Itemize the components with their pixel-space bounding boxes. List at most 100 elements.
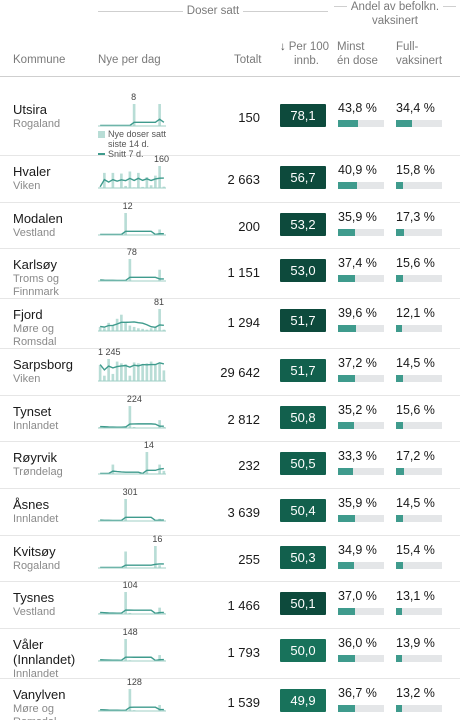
table-row[interactable]: Modalen Vestland 12 200 53,2 35,9 % 17,3 % <box>0 201 460 250</box>
fully-vaccinated-bar-fill <box>396 704 403 712</box>
fully-vaccinated-percent: 17,2 % <box>396 449 435 464</box>
sparkline-bar <box>124 551 127 568</box>
minst-one-dose-bar-fill <box>338 120 359 127</box>
column-header-total[interactable]: Totalt <box>234 54 262 66</box>
sparkline-bar <box>128 405 132 428</box>
sparkline-peak-label: 104 <box>122 580 138 591</box>
fully-vaccinated-bar-fill <box>396 468 404 476</box>
total-doses: 1 294 <box>227 315 260 331</box>
total-doses: 255 <box>238 551 260 567</box>
fully-vaccinated-bar-fill <box>396 654 403 662</box>
table-row[interactable]: Tysnes Vestland 104 1 466 50,1 37,0 % 13,1 % <box>0 580 460 629</box>
per100-badge: 50,5 <box>280 452 326 476</box>
minst-one-dose-bar <box>338 275 384 283</box>
per100-badge: 56,7 <box>280 166 326 189</box>
minst-one-dose-bar-fill <box>338 608 356 616</box>
sparkline-average-line <box>100 422 164 428</box>
doses-sparkline <box>98 166 166 189</box>
county-name: Innlandet <box>13 667 59 680</box>
sparkline-bar <box>149 361 153 382</box>
sparkline-average-line <box>100 321 164 329</box>
table-row[interactable]: Sarpsborg Viken 1 245 29 642 51,7 37,2 % 14,5 … <box>0 347 460 396</box>
doses-sparkline <box>98 259 166 282</box>
sparkline-bar <box>103 375 106 382</box>
sparkline-bar <box>145 363 149 382</box>
sparkline-bar <box>158 419 161 428</box>
minst-one-dose-bar <box>338 325 384 333</box>
column-header-minst[interactable]: Minst én dose <box>337 40 378 68</box>
table-row[interactable]: Våler (Innlandet) Innlandet 148 1 793 50,0 36… <box>0 627 460 680</box>
table-row[interactable]: Hvaler Viken 160 2 663 56,7 40,9 % 15,8 % <box>0 154 460 203</box>
minst-one-dose-percent: 37,2 % <box>338 356 377 371</box>
sparkline-bar <box>162 613 166 615</box>
doses-sparkline <box>98 309 166 332</box>
minst-one-dose-bar <box>338 182 384 189</box>
sparkline-bar <box>111 374 115 382</box>
table-row[interactable]: Karlsøy Troms og Finnmark 78 1 151 53,0 37,4 … <box>0 247 460 300</box>
fully-vaccinated-percent: 14,5 % <box>396 495 435 510</box>
sparkline-average-line <box>100 468 164 475</box>
sparkline-bar <box>158 104 161 126</box>
sparkline-average-line <box>100 276 164 282</box>
doses-sparkline <box>98 638 166 662</box>
total-doses: 2 663 <box>227 172 260 187</box>
sparkline-bar <box>158 654 161 661</box>
group-header-share-label-2: vaksinert <box>367 14 423 28</box>
municipality-name: Hvaler <box>13 164 51 179</box>
municipality-table: Utsira Rogaland 8 150 78,1 43,8 % 34,4 % Nye do… <box>0 92 460 720</box>
legend-bar-swatch <box>98 131 105 138</box>
table-row[interactable]: Fjord Møre og Romsdal 81 1 294 51,7 39,6 % 12,… <box>0 297 460 350</box>
per100-badge: 50,0 <box>280 638 326 662</box>
column-header-minst-label-1: Minst <box>337 41 365 53</box>
table-row[interactable]: Tynset Innlandet 224 2 812 50,8 35,2 % 15,6 % <box>0 394 460 443</box>
sparkline-bar <box>158 166 161 188</box>
municipality-name: Røyrvik <box>13 450 58 466</box>
sparkline-bar <box>158 607 161 615</box>
fully-vaccinated-bar-fill <box>396 561 404 569</box>
minst-one-dose-bar-fill <box>338 325 357 333</box>
sparkline-bar <box>149 328 153 332</box>
minst-one-dose-bar-fill <box>338 704 355 712</box>
column-header-full-label-2: vaksinert <box>396 55 443 67</box>
per100-badge: 51,7 <box>280 359 326 383</box>
table-row[interactable]: Kvitsøy Rogaland 16 255 50,3 34,9 % 15,4 % <box>0 534 460 583</box>
column-header-full[interactable]: Full- vaksinert <box>396 40 442 68</box>
per100-badge: 50,8 <box>280 405 326 429</box>
table-row[interactable]: Utsira Rogaland 8 150 78,1 43,8 % 34,4 % Nye do… <box>0 92 460 159</box>
minst-one-dose-percent: 36,0 % <box>338 635 377 650</box>
minst-one-dose-percent: 35,9 % <box>338 495 377 510</box>
minst-one-dose-percent: 37,0 % <box>338 589 377 604</box>
minst-one-dose-percent: 35,2 % <box>338 402 377 417</box>
sparkline-bar <box>128 613 132 615</box>
minst-one-dose-bar-fill <box>338 275 356 283</box>
sparkline-bar <box>145 452 149 475</box>
sparkline-average-line <box>100 118 165 127</box>
column-header-kommune[interactable]: Kommune <box>13 54 66 66</box>
legend-line-swatch <box>98 153 105 155</box>
minst-one-dose-bar-fill <box>338 561 355 569</box>
sparkline-average-line <box>99 362 165 372</box>
county-name: Rogaland <box>13 118 61 130</box>
municipality-name: Vanylven <box>13 686 66 702</box>
group-header-share: Andel av befolkn. vaksinert <box>334 0 456 28</box>
sparkline-bar <box>149 185 153 188</box>
fully-vaccinated-percent: 15,8 % <box>396 163 435 177</box>
sparkline-bar <box>124 638 127 661</box>
fully-vaccinated-percent: 14,5 % <box>396 356 435 371</box>
sparkline-peak-label: 160 <box>154 154 170 164</box>
group-header-doses: Doser satt <box>98 4 328 30</box>
sort-down-arrow-icon: ↓ <box>280 41 286 53</box>
sparkline-bar <box>132 104 136 126</box>
sparkline-bar <box>154 327 157 332</box>
minst-one-dose-bar <box>338 514 384 522</box>
table-row[interactable]: Åsnes Innlandet 301 3 639 50,4 35,9 % 14,5 % <box>0 487 460 536</box>
fully-vaccinated-bar <box>396 608 442 616</box>
minst-one-dose-bar-fill <box>338 514 355 522</box>
sparkline-bar <box>124 364 127 382</box>
header-divider <box>0 76 460 77</box>
sparkline-bar <box>158 363 161 382</box>
column-header-per100[interactable]: ↓ Per 100 innb. <box>280 40 329 68</box>
sparkline-bar <box>128 171 132 188</box>
table-row[interactable]: Røyrvik Trøndelag 14 232 50,5 33,3 % 17,2 % <box>0 440 460 489</box>
